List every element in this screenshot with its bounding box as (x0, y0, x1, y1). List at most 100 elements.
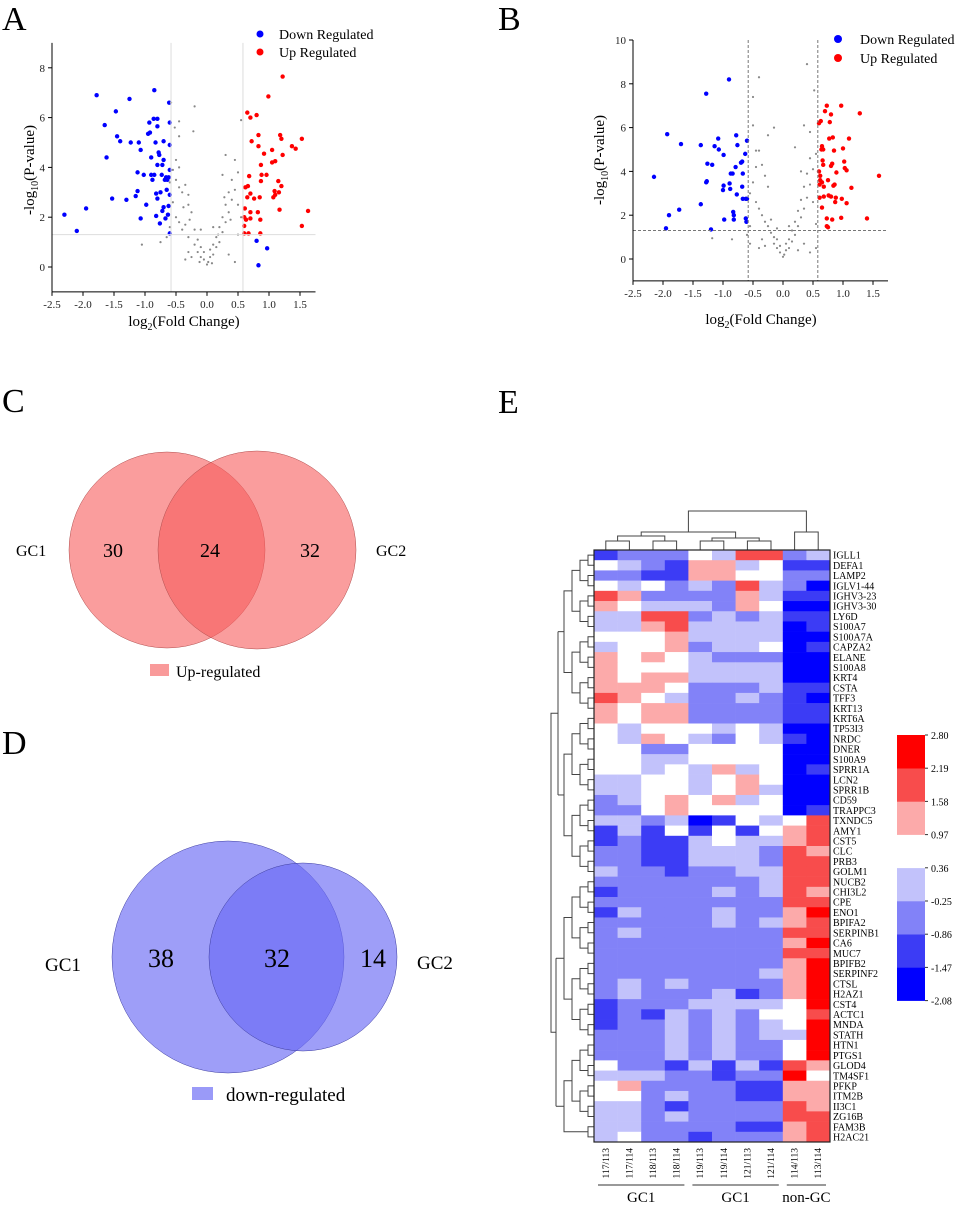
non-significant-point (233, 158, 236, 162)
heatmap-cell (782, 652, 807, 663)
up-regulated-point (261, 151, 267, 156)
heatmap-cell (712, 1039, 736, 1051)
non-significant-point (808, 130, 812, 134)
venn-set-label-gc1: GC1 (16, 543, 46, 560)
heatmap-cell (735, 621, 760, 632)
y-axis-title: -log10(P-value) (22, 125, 41, 215)
heatmap-cell (735, 1090, 760, 1102)
heatmap-cell (594, 805, 618, 816)
heatmap-cell (594, 692, 618, 704)
non-significant-point (769, 218, 773, 221)
non-significant-point (205, 263, 209, 266)
heatmap-cell (735, 988, 760, 1000)
non-significant-point (199, 245, 202, 249)
gene-label: HTN1 (833, 1041, 859, 1052)
non-significant-point (748, 242, 752, 245)
venn-circle-gc2 (208, 862, 398, 1052)
non-significant-point (223, 196, 226, 199)
heatmap-cell (759, 999, 784, 1010)
x-axis-title: log2(Fold Change) (705, 312, 816, 331)
non-significant-point (766, 134, 770, 137)
non-significant-point (221, 231, 224, 234)
heatmap-cell (617, 917, 642, 928)
up-regulated-point (819, 180, 825, 185)
non-significant-point (784, 249, 788, 252)
heatmap-cell (759, 1029, 784, 1041)
non-significant-point (171, 168, 174, 171)
heatmap-cell (688, 794, 713, 806)
heatmap-cell (712, 846, 736, 857)
heatmap-cell (759, 1111, 784, 1122)
heatmap-cell (759, 621, 784, 632)
heatmap-cell (617, 672, 642, 683)
heatmap-cell (641, 611, 666, 622)
non-significant-point (221, 216, 224, 219)
heatmap-cell (594, 784, 618, 796)
down-regulated-point (155, 116, 160, 122)
non-significant-point (212, 243, 215, 246)
row-dendrogram-branch (571, 733, 580, 776)
down-regulated-point (161, 157, 166, 163)
down-regulated-point (704, 179, 709, 184)
heatmap-cell (782, 631, 807, 643)
legend-label-down: Down Regulated (279, 28, 373, 43)
non-significant-point (772, 236, 776, 239)
non-significant-point (221, 173, 224, 176)
heatmap-cell (641, 948, 666, 959)
heatmap-cell (806, 1029, 831, 1041)
row-dendrogram-branch (579, 1049, 588, 1072)
heatmap-cell (688, 886, 713, 898)
row-dendrogram-branch (587, 595, 594, 607)
heatmap-cell (688, 692, 713, 704)
up-regulated-point (830, 217, 835, 222)
non-significant-point (199, 228, 202, 231)
non-significant-point (240, 216, 243, 219)
row-dendrogram-branch (587, 697, 594, 709)
up-regulated-point (819, 205, 825, 210)
heatmap-cell (806, 907, 831, 918)
heatmap-cell (759, 805, 784, 816)
heatmap-cell (806, 897, 831, 908)
heatmap-cell (735, 794, 760, 806)
heatmap-cell (759, 907, 784, 918)
heatmap-cell (617, 825, 642, 837)
non-significant-point (159, 241, 162, 244)
down-regulated-point (144, 202, 149, 207)
heatmap-cell (641, 907, 666, 918)
non-significant-point (793, 220, 797, 223)
heatmap-cell (735, 958, 760, 969)
heatmap-cell (617, 754, 642, 765)
heatmap-cell (806, 968, 831, 979)
heatmap-cell (617, 1090, 642, 1102)
heatmap-cell (664, 560, 689, 571)
heatmap-cell (806, 999, 831, 1010)
heatmap-cell (664, 978, 689, 990)
heatmap-cell (712, 948, 736, 959)
down-regulated-point (651, 174, 657, 180)
non-significant-point (802, 242, 806, 245)
x-tick-label: 0.0 (200, 299, 214, 311)
heatmap-cell (617, 550, 642, 561)
non-significant-point (212, 226, 215, 229)
heatmap-cell (594, 866, 618, 877)
non-significant-point (814, 152, 818, 155)
non-significant-point (805, 196, 809, 199)
heatmap-cell (735, 876, 760, 888)
heatmap-cell (806, 733, 831, 745)
heatmap-cell (664, 601, 689, 612)
panel-label-c: C (2, 383, 25, 420)
heatmap-cell (594, 1060, 618, 1071)
up-regulated-point (245, 195, 250, 200)
heatmap-cell (641, 733, 666, 745)
heatmap-cell (782, 1121, 807, 1133)
heatmap-cell (688, 611, 713, 622)
heatmap-cell (617, 958, 642, 969)
heatmap-cell (688, 703, 713, 714)
up-regulated-point (849, 185, 854, 191)
row-dendrogram-branch (587, 554, 594, 566)
up-regulated-point (248, 210, 253, 215)
non-significant-point (766, 225, 770, 228)
y-axis-title: -log10(P-value) (592, 115, 611, 205)
heatmap-cell (735, 835, 760, 847)
non-significant-point (775, 227, 779, 230)
